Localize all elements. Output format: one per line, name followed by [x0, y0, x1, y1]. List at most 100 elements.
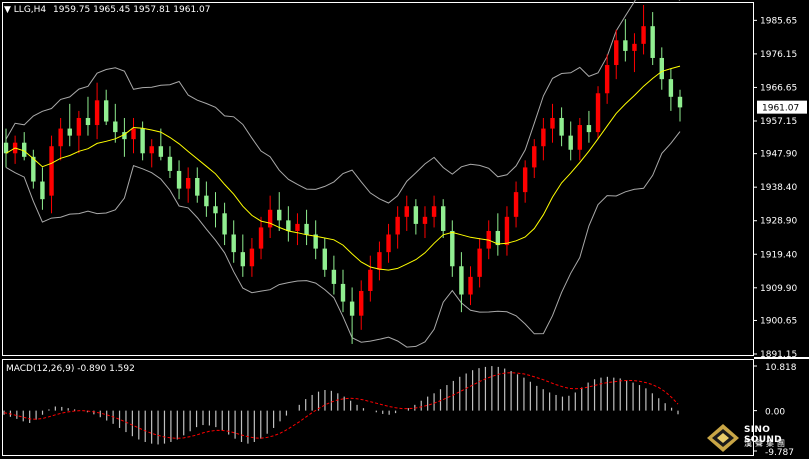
- candle-body: [595, 93, 601, 133]
- symbol-label: LLG,H4: [13, 5, 47, 15]
- candle-body: [322, 248, 327, 270]
- candle-body: [495, 230, 501, 246]
- logo-brand: SINO SOUND: [744, 425, 782, 445]
- candle-body: [240, 252, 246, 267]
- macd-header: MACD(12,26,9) -0.890 1.592: [6, 364, 135, 374]
- candle-body: [349, 301, 355, 316]
- candle-body: [504, 216, 510, 246]
- candle-body: [258, 227, 264, 249]
- chart-header: ▼ LLG,H4 1959.75 1965.45 1957.81 1961.07: [4, 5, 210, 15]
- candle-body: [313, 234, 318, 249]
- diamond-logo-icon: [707, 424, 739, 452]
- candle-body: [122, 132, 127, 140]
- price-tick-label: 1938.40: [760, 183, 797, 193]
- candle-body: [40, 181, 45, 200]
- candle-body: [58, 128, 63, 147]
- candle-body: [131, 128, 136, 140]
- candle-body: [422, 216, 428, 224]
- candle-body: [176, 170, 182, 189]
- price-tick-label: 1909.90: [760, 284, 797, 294]
- dropdown-triangle-icon[interactable]: ▼: [4, 5, 11, 15]
- candle-body: [167, 156, 173, 171]
- candle-body: [522, 167, 528, 193]
- price-tick-label: 1985.65: [760, 16, 797, 26]
- candle-body: [222, 213, 227, 235]
- candle-body: [213, 206, 218, 214]
- macd-tick-label: -9.787: [765, 448, 794, 458]
- candle-body: [650, 26, 655, 58]
- candle-body: [67, 128, 72, 136]
- candlesticks: [3, 5, 683, 344]
- price-tick-label: 1957.15: [760, 117, 797, 127]
- macd-signal: [3, 372, 679, 439]
- candle-body: [113, 121, 118, 133]
- current-price-tag: [757, 100, 807, 114]
- price-tick-label: 1966.65: [760, 83, 797, 93]
- candle-body: [450, 230, 455, 267]
- sino-sound-logo: SINO SOUND 漢聲集團: [706, 423, 806, 455]
- candle-body: [204, 195, 209, 207]
- candle-body: [49, 146, 54, 196]
- candle-body: [668, 79, 674, 97]
- candle-body: [331, 269, 337, 284]
- candle-body: [386, 234, 391, 253]
- candle-body: [195, 177, 200, 196]
- price-tick-label: 1928.90: [760, 217, 797, 227]
- current-price-label: 1961.07: [762, 104, 799, 114]
- candle-body: [550, 117, 555, 129]
- price-panel-frame: [2, 2, 754, 356]
- candle-body: [614, 40, 619, 66]
- price-tick-label: 1891.15: [760, 350, 797, 360]
- candle-body: [477, 248, 482, 277]
- candle-body: [249, 248, 255, 267]
- signal-line: [3, 372, 679, 439]
- bollinger-lower: [5, 131, 681, 348]
- bollinger-bands: [5, 0, 681, 348]
- macd-panel-frame: [2, 359, 754, 456]
- candle-body: [577, 125, 583, 150]
- price-tick-label: 1947.90: [760, 150, 797, 160]
- candle-body: [677, 96, 683, 108]
- candle-body: [659, 57, 664, 80]
- macd-tick-label: 0.00: [765, 408, 785, 418]
- candle-body: [76, 117, 82, 136]
- candle-body: [604, 65, 610, 94]
- candle-body: [103, 100, 109, 122]
- candle-body: [158, 146, 164, 157]
- price-tick-label: 1900.65: [760, 316, 797, 326]
- candle-body: [459, 266, 464, 295]
- candle-body: [377, 252, 382, 270]
- candle-body: [231, 234, 236, 253]
- macd-axis: 10.818 0.00 -9.787: [753, 363, 797, 458]
- candle-body: [440, 206, 446, 231]
- logo-subtitle: 漢聲集團: [744, 439, 788, 448]
- candle-body: [431, 206, 437, 217]
- ohlc-values: 1959.75 1965.45 1957.81 1961.07: [53, 5, 211, 15]
- price-tick-label: 1919.40: [760, 250, 797, 260]
- candle-body: [267, 209, 273, 228]
- candle-body: [340, 283, 346, 302]
- candle-body: [541, 128, 546, 147]
- candle-body: [277, 209, 282, 221]
- bollinger-upper: [5, 0, 681, 204]
- candle-body: [568, 135, 573, 150]
- macd-tick-label: 10.818: [765, 363, 797, 373]
- macd-histogram: [3, 366, 679, 445]
- candle-body: [559, 117, 564, 136]
- candle-body: [185, 177, 191, 189]
- candle-body: [85, 117, 91, 126]
- candle-body: [395, 216, 400, 235]
- price-tick-label: 1976.15: [760, 50, 797, 60]
- candle-body: [286, 220, 291, 231]
- candle-body: [140, 128, 145, 154]
- candle-body: [513, 192, 519, 217]
- candle-body: [31, 156, 36, 182]
- ma-line: [5, 65, 681, 271]
- candle-body: [413, 206, 419, 224]
- candle-body: [149, 146, 154, 154]
- price-axis: 1985.65 1976.15 1966.65 1957.15 1947.90 1938.…: [753, 16, 807, 360]
- candle-body: [359, 290, 364, 316]
- candle-body: [641, 26, 646, 44]
- candle-body: [468, 276, 473, 295]
